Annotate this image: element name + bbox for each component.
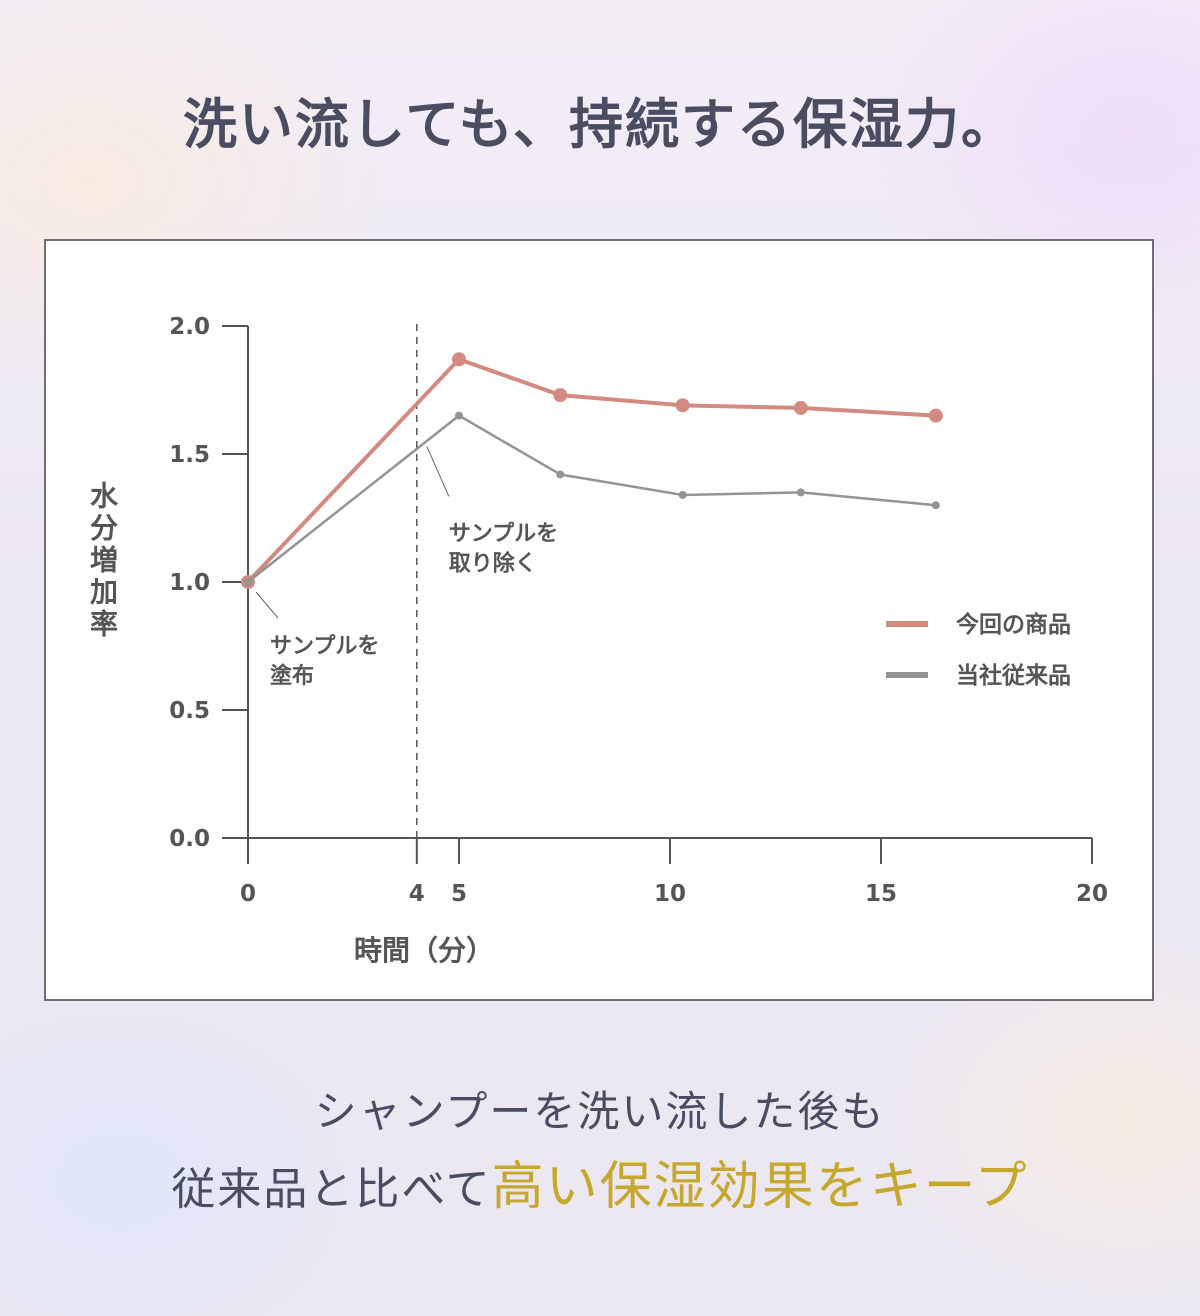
caption-line-2: 従来品と比べて高い保湿効果をキープ xyxy=(0,1144,1200,1219)
series-0-point-5 xyxy=(928,408,943,423)
y-tick-label-1: 0.5 xyxy=(169,698,210,724)
annotation-apply-pointer xyxy=(255,591,279,619)
series-1-point-3 xyxy=(678,490,687,499)
annotation-remove-line-0: サンプルを xyxy=(449,521,558,546)
series-line-0 xyxy=(246,357,936,584)
legend-label-0: 今回の商品 xyxy=(956,611,1071,638)
annotation-apply-line-1: 塗布 xyxy=(270,663,314,689)
annotation-apply-line-0: サンプルを xyxy=(270,634,379,659)
series-0-point-2 xyxy=(553,388,568,403)
y-tick-label-3: 1.5 xyxy=(169,442,210,468)
caption-line-1: シャンプーを洗い流した後も xyxy=(314,1087,886,1136)
series-1-point-0 xyxy=(244,578,252,586)
series-1-point-2 xyxy=(556,470,565,479)
y-tick-label-4: 2.0 xyxy=(169,314,210,340)
annotation-remove-line-1: 取り除く xyxy=(449,550,537,576)
series-1-point-1 xyxy=(455,411,463,420)
y-tick-label-0: 0.0 xyxy=(169,826,210,852)
y-axis-label: 水分増加率 xyxy=(86,481,119,641)
x-tick-label-0: 0 xyxy=(240,881,256,907)
x-tick-label-2: 5 xyxy=(451,881,467,907)
series-0-point-1 xyxy=(452,352,466,367)
legend-label-1: 当社従来品 xyxy=(956,662,1071,689)
headline: 洗い流しても、持続する保湿力。 xyxy=(182,92,1018,156)
x-axis-label: 時間（分） xyxy=(353,934,494,967)
series-1-point-4 xyxy=(796,488,805,497)
annotation-remove-pointer xyxy=(426,446,450,497)
x-tick-label-5: 20 xyxy=(1076,881,1108,907)
x-tick-label-3: 10 xyxy=(654,881,686,907)
caption-highlight: 高い保湿効果をキープ xyxy=(491,1157,1029,1217)
y-tick-label-2: 1.0 xyxy=(169,570,210,596)
series-0-point-3 xyxy=(675,398,690,413)
series-1-point-5 xyxy=(931,501,940,510)
series-0-point-4 xyxy=(793,400,808,415)
caption-plain: 従来品と比べて xyxy=(171,1164,492,1215)
series-line-1 xyxy=(247,414,936,583)
x-tick-label-1: 4 xyxy=(409,881,425,907)
x-tick-label-4: 15 xyxy=(865,881,897,907)
chart-panel: 0.0 0.5 1.0 1.5 2.0 0 4 5 10 15 20 サンプルを 塗布 サンプルを 取り除く… xyxy=(44,239,1154,1001)
moisture-chart: 0.00.51.01.52.00 4 5 10 15 20サンプルを塗布サンプルを取り除く… xyxy=(169,314,1108,907)
